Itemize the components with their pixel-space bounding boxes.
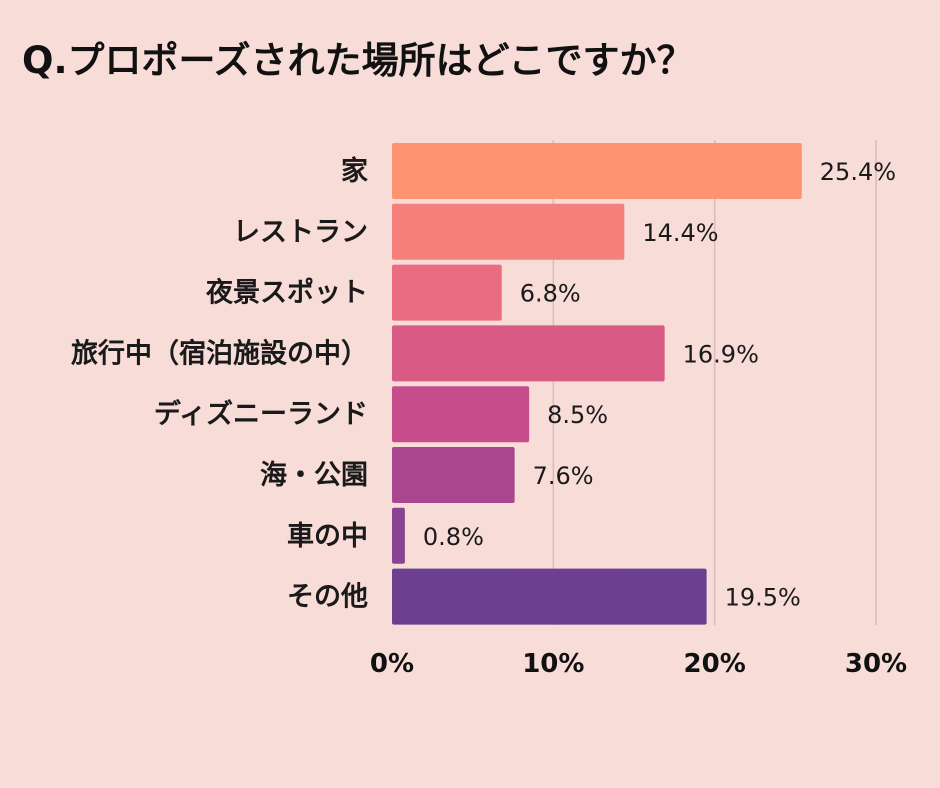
bar-0	[392, 143, 802, 199]
bar-2	[392, 264, 502, 321]
value-label-3: 16.9%	[683, 340, 759, 368]
bar-1	[392, 203, 625, 260]
category-label-2: 夜景スポット	[205, 277, 368, 309]
category-label-6: 車の中	[287, 521, 368, 552]
bar-3	[392, 325, 665, 382]
category-label-3: 旅行中（宿泊施設の中）	[71, 337, 368, 369]
category-label-4: ディズニーランド	[154, 398, 368, 430]
category-label-1: レストラン	[233, 217, 368, 248]
x-tick-label-3: 30%	[845, 649, 907, 679]
x-tick-label-2: 20%	[684, 649, 746, 679]
category-label-7: その他	[287, 582, 368, 613]
category-label-5: 海・公園	[260, 460, 368, 491]
bar-layer	[392, 143, 802, 625]
bar-7	[392, 568, 707, 625]
label-layer: 家 25.4% レストラン 14.4% 夜景スポット 6.8% 旅行中（宿泊施設の中） 16.…	[71, 155, 907, 679]
value-label-7: 19.5%	[725, 584, 801, 612]
value-label-5: 7.6%	[533, 462, 594, 490]
x-tick-label-0: 0%	[370, 649, 414, 679]
value-label-1: 14.4%	[642, 219, 718, 247]
category-label-0: 家	[341, 155, 368, 187]
value-label-2: 6.8%	[520, 280, 581, 308]
value-label-0: 25.4%	[820, 158, 896, 186]
chart-title: Q.プロポーズされた場所はどこですか？	[22, 39, 694, 82]
value-label-4: 8.5%	[547, 401, 608, 429]
x-tick-label-1: 10%	[522, 649, 584, 679]
bar-4	[392, 386, 530, 443]
value-label-6: 0.8%	[423, 523, 484, 551]
bar-6	[392, 507, 405, 564]
bar-5	[392, 447, 515, 503]
